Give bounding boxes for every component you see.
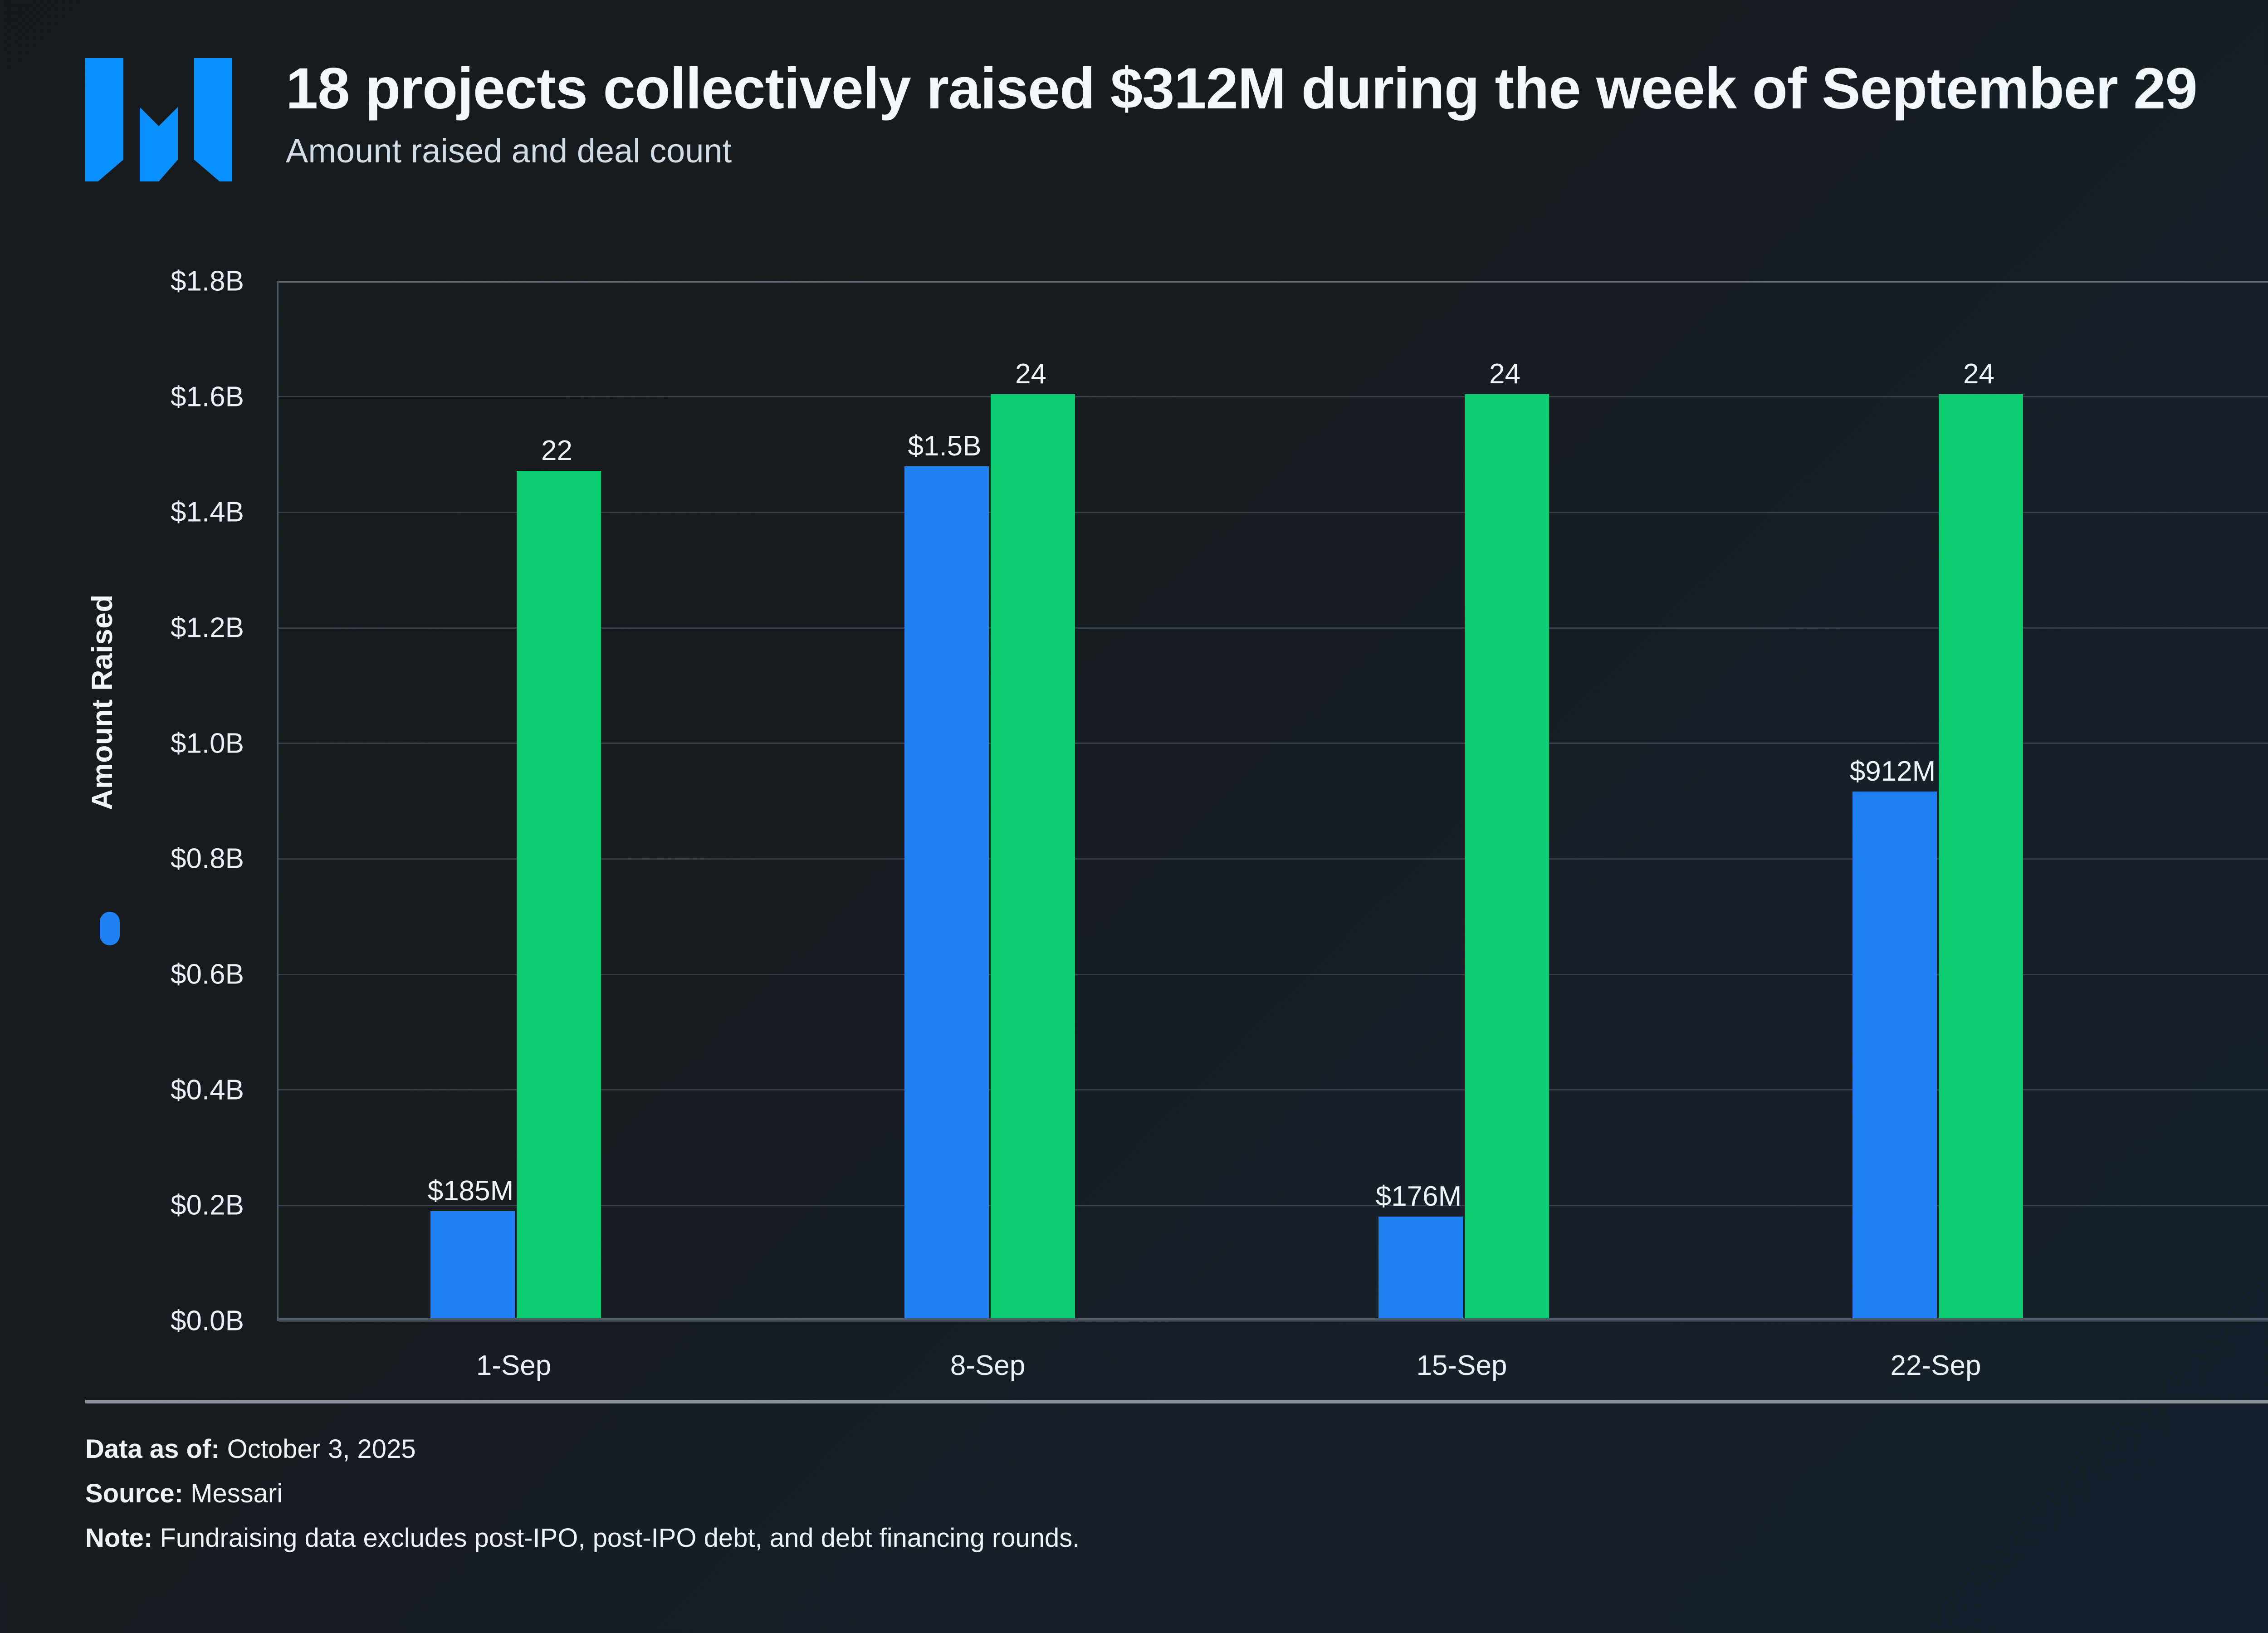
bar-amount-raised[interactable] [1852,791,1937,1318]
footer-note: Note: Fundraising data excludes post-IPO… [85,1518,1080,1559]
gridline [279,396,2268,398]
footer-data-as-of: Data as of: October 3, 2025 [85,1429,1080,1470]
header-text-block: 18 projects collectively raised $312M du… [286,56,2198,170]
legend-swatch-amount-raised [100,912,120,945]
bar-deal-count[interactable] [990,394,1075,1318]
bar-value-label-count: 22 [541,435,572,467]
y-axis-left-tick-label: $1.4B [170,496,244,528]
plot-area [277,280,2268,1322]
gridline [279,1204,2268,1206]
footer-data-as-of-label: Data as of: [85,1434,220,1464]
y-axis-left-ticks: $0.0B $0.2B $0.4B $0.6B $0.8B $1.0B $1.2B $1.4B… [0,0,263,1633]
x-axis-tick-label: 1-Sep [476,1350,552,1381]
y-axis-left-tick-label: $1.2B [170,612,244,644]
footer-note-label: Note: [85,1523,153,1553]
bar-value-label-amount: $185M [427,1175,514,1207]
bar-value-label-count: 24 [1489,358,1520,390]
y-axis-left-tick-label: $1.6B [170,381,244,413]
y-axis-left-title: Amount Raised [86,594,118,810]
bar-amount-raised[interactable] [904,466,989,1318]
x-axis-tick-label: 8-Sep [950,1350,1026,1381]
bar-value-label-amount: $1.5B [908,430,982,462]
footer-divider [85,1400,2268,1403]
y-axis-left-tick-label: $1.0B [170,728,244,759]
bar-deal-count[interactable] [1938,394,2023,1318]
bar-deal-count[interactable] [1464,394,1549,1318]
footer-note-value: Fundraising data excludes post-IPO, post… [160,1523,1080,1553]
messari-m-logo-icon [85,58,232,181]
footer-notes: Data as of: October 3, 2025 Source: Mess… [85,1429,1080,1562]
x-axis-tick-label: 22-Sep [1890,1350,1981,1381]
bar-deal-count[interactable] [516,471,601,1318]
y-axis-left-tick-label: $0.2B [170,1189,244,1221]
gridline [279,280,2268,283]
bar-amount-raised[interactable] [1378,1216,1463,1318]
page-subtitle: Amount raised and deal count [286,132,732,170]
bar-value-label-amount: $912M [1849,755,1936,787]
footer-source-value: Messari [191,1478,283,1508]
y-axis-left-tick-label: $0.6B [170,958,244,990]
bar-value-label-count: 24 [1015,358,1046,390]
footer-source-label: Source: [85,1478,183,1508]
gridline [279,511,2268,513]
footer-data-as-of-value: October 3, 2025 [227,1434,416,1464]
header: 18 projects collectively raised $312M du… [0,0,2268,236]
gridline [279,1320,2268,1322]
gridline [279,973,2268,975]
bar-value-label-amount: $176M [1375,1180,1462,1212]
gridline [279,1089,2268,1091]
x-axis-tick-label: 15-Sep [1416,1350,1507,1381]
footer-source: Source: Messari [85,1473,1080,1514]
bar-amount-raised[interactable] [430,1211,515,1318]
y-axis-left-tick-label: $0.4B [170,1074,244,1106]
gridline [279,858,2268,860]
gridline [279,627,2268,629]
bar-value-label-count: 24 [1963,358,1994,390]
y-axis-left-tick-label: $0.8B [170,843,244,875]
gridline [279,743,2268,744]
page-title: 18 projects collectively raised $312M du… [286,56,2198,121]
y-axis-left-tick-label: $0.0B [170,1305,244,1337]
y-axis-left-tick-label: $1.8B [170,265,244,297]
